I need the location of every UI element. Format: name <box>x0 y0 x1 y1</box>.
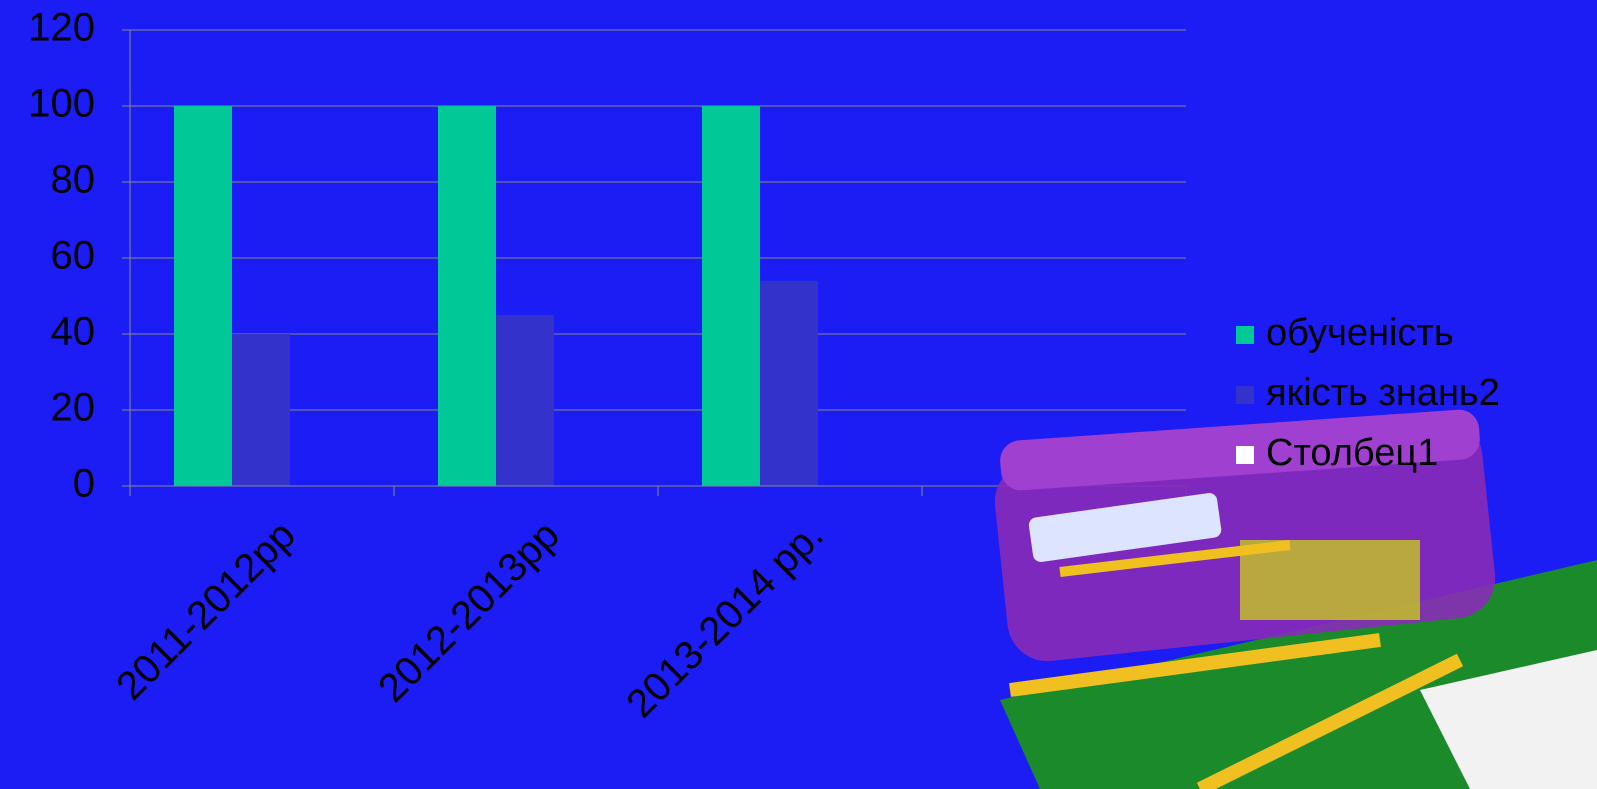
y-tick-label: 120 <box>28 6 95 50</box>
bar <box>232 334 290 486</box>
bar <box>702 106 760 486</box>
y-tick-label: 40 <box>51 310 96 354</box>
legend-label: якість знань2 <box>1266 372 1500 414</box>
y-tick-label: 80 <box>51 158 96 202</box>
clip-art <box>994 409 1597 789</box>
notebook-label <box>1420 650 1597 789</box>
legend-swatch <box>1236 326 1254 344</box>
legend-swatch <box>1236 446 1254 464</box>
pencil <box>1009 633 1381 697</box>
bar <box>496 315 554 486</box>
bar <box>174 106 232 486</box>
y-tick-label: 60 <box>51 234 96 278</box>
legend: обученість якість знань2 Столбец1 <box>1236 312 1500 474</box>
bar <box>760 280 818 486</box>
pencil <box>1196 653 1464 789</box>
y-tick-label: 100 <box>28 82 95 126</box>
glue-stick <box>1028 493 1222 562</box>
legend-swatch <box>1236 386 1254 404</box>
y-tick-label: 20 <box>51 386 96 430</box>
bar <box>438 106 496 486</box>
legend-label: Столбец1 <box>1266 432 1438 474</box>
crayon-box <box>1240 540 1420 620</box>
legend-label: обученість <box>1266 312 1454 354</box>
pencil <box>1059 540 1291 577</box>
y-tick-label: 0 <box>73 462 95 506</box>
